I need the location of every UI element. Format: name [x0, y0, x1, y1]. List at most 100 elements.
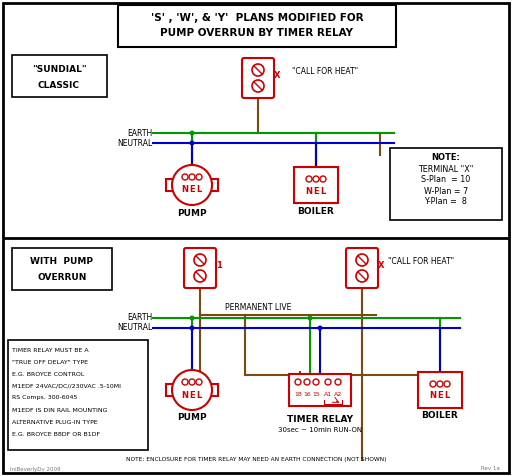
Text: N: N: [430, 391, 437, 400]
FancyBboxPatch shape: [242, 58, 274, 98]
Text: L: L: [321, 187, 326, 196]
Text: E: E: [437, 391, 443, 400]
Circle shape: [356, 270, 368, 282]
Text: NEUTRAL: NEUTRAL: [117, 139, 152, 148]
Circle shape: [189, 130, 195, 136]
Circle shape: [304, 379, 310, 385]
Text: PUMP: PUMP: [177, 414, 207, 423]
Bar: [12, 248, 112, 290]
Text: 30sec ~ 10min RUN-ON: 30sec ~ 10min RUN-ON: [278, 427, 362, 433]
FancyBboxPatch shape: [346, 248, 378, 288]
Circle shape: [172, 370, 212, 410]
Text: RS Comps. 300-6045: RS Comps. 300-6045: [12, 396, 77, 400]
Text: NOTE:: NOTE:: [432, 153, 460, 162]
Circle shape: [335, 379, 341, 385]
Bar: [390, 148, 502, 220]
Bar: [289, 374, 351, 406]
Text: A2: A2: [334, 391, 342, 397]
Circle shape: [437, 381, 443, 387]
Circle shape: [430, 381, 436, 387]
Circle shape: [196, 174, 202, 180]
Text: N: N: [306, 187, 312, 196]
Text: M1EDF IS DIN RAIL MOUNTING: M1EDF IS DIN RAIL MOUNTING: [12, 407, 108, 413]
Text: ALTERNATIVE PLUG-IN TYPE: ALTERNATIVE PLUG-IN TYPE: [12, 419, 98, 425]
Text: X: X: [378, 261, 385, 270]
Text: NEUTRAL: NEUTRAL: [117, 324, 152, 333]
Text: Y-Plan =  8: Y-Plan = 8: [424, 198, 467, 207]
Text: WITH  PUMP: WITH PUMP: [31, 258, 94, 267]
Text: S-Plan  = 10: S-Plan = 10: [421, 176, 471, 185]
Text: CLASSIC: CLASSIC: [38, 80, 80, 89]
Text: "CALL FOR HEAT": "CALL FOR HEAT": [388, 258, 454, 267]
Text: NOTE: ENCLOSURE FOR TIMER RELAY MAY NEED AN EARTH CONNECTION (NOT SHOWN): NOTE: ENCLOSURE FOR TIMER RELAY MAY NEED…: [126, 456, 386, 462]
Text: 16: 16: [303, 391, 311, 397]
Circle shape: [320, 176, 326, 182]
Circle shape: [306, 176, 312, 182]
Circle shape: [252, 80, 264, 92]
Text: 1: 1: [216, 261, 222, 270]
Circle shape: [317, 326, 323, 330]
Text: E.G. BROYCE B8DF OR B1DF: E.G. BROYCE B8DF OR B1DF: [12, 432, 100, 436]
Bar: [418, 372, 462, 408]
Text: "SUNDIAL": "SUNDIAL": [32, 66, 87, 75]
Text: TERMINAL "X": TERMINAL "X": [418, 165, 474, 173]
Bar: [210, 384, 218, 396]
Circle shape: [189, 174, 195, 180]
Text: BOILER: BOILER: [297, 207, 334, 216]
Text: TIMER RELAY MUST BE A: TIMER RELAY MUST BE A: [12, 347, 89, 353]
Text: E: E: [189, 390, 195, 399]
Text: Rev 1a: Rev 1a: [481, 466, 500, 472]
Text: OVERRUN: OVERRUN: [37, 272, 87, 281]
Text: PUMP: PUMP: [177, 208, 207, 218]
Text: BOILER: BOILER: [421, 411, 458, 420]
Circle shape: [189, 316, 195, 320]
FancyBboxPatch shape: [184, 248, 216, 288]
Text: A1: A1: [324, 391, 332, 397]
Circle shape: [308, 316, 312, 320]
Bar: [12, 55, 107, 97]
Text: X: X: [274, 71, 281, 80]
Text: EARTH: EARTH: [127, 129, 152, 138]
Text: "CALL FOR HEAT": "CALL FOR HEAT": [292, 68, 358, 77]
Circle shape: [325, 379, 331, 385]
Bar: [166, 179, 174, 191]
Text: TIMER RELAY: TIMER RELAY: [287, 416, 353, 425]
Circle shape: [189, 140, 195, 146]
Bar: [166, 384, 174, 396]
Circle shape: [182, 174, 188, 180]
Circle shape: [356, 254, 368, 266]
Circle shape: [189, 326, 195, 330]
Circle shape: [189, 379, 195, 385]
Text: E.G. BROYCE CONTROL: E.G. BROYCE CONTROL: [12, 371, 84, 377]
Circle shape: [295, 379, 301, 385]
Text: PUMP OVERRUN BY TIMER RELAY: PUMP OVERRUN BY TIMER RELAY: [160, 28, 353, 38]
Text: IniBeverlyDv 2009: IniBeverlyDv 2009: [10, 466, 60, 472]
Bar: [210, 179, 218, 191]
Text: 15: 15: [312, 391, 320, 397]
Text: 'S' , 'W', & 'Y'  PLANS MODIFIED FOR: 'S' , 'W', & 'Y' PLANS MODIFIED FOR: [151, 13, 364, 23]
Circle shape: [194, 254, 206, 266]
Circle shape: [313, 379, 319, 385]
Text: M1EDF 24VAC/DC//230VAC .5-10MI: M1EDF 24VAC/DC//230VAC .5-10MI: [12, 384, 121, 388]
Bar: [8, 340, 148, 450]
Text: PERMANENT LIVE: PERMANENT LIVE: [225, 304, 291, 313]
Text: W-Plan = 7: W-Plan = 7: [424, 187, 468, 196]
Text: N: N: [181, 390, 188, 399]
Circle shape: [194, 270, 206, 282]
Circle shape: [313, 176, 319, 182]
Bar: [118, 5, 396, 47]
Circle shape: [196, 379, 202, 385]
Text: 18: 18: [294, 391, 302, 397]
Text: L: L: [197, 186, 202, 195]
Circle shape: [172, 165, 212, 205]
Circle shape: [444, 381, 450, 387]
Bar: [294, 167, 338, 203]
Text: EARTH: EARTH: [127, 314, 152, 323]
Text: "TRUE OFF DELAY" TYPE: "TRUE OFF DELAY" TYPE: [12, 359, 88, 365]
Circle shape: [252, 64, 264, 76]
Circle shape: [182, 379, 188, 385]
Text: L: L: [444, 391, 450, 400]
Text: L: L: [197, 390, 202, 399]
Text: E: E: [189, 186, 195, 195]
Text: N: N: [181, 186, 188, 195]
